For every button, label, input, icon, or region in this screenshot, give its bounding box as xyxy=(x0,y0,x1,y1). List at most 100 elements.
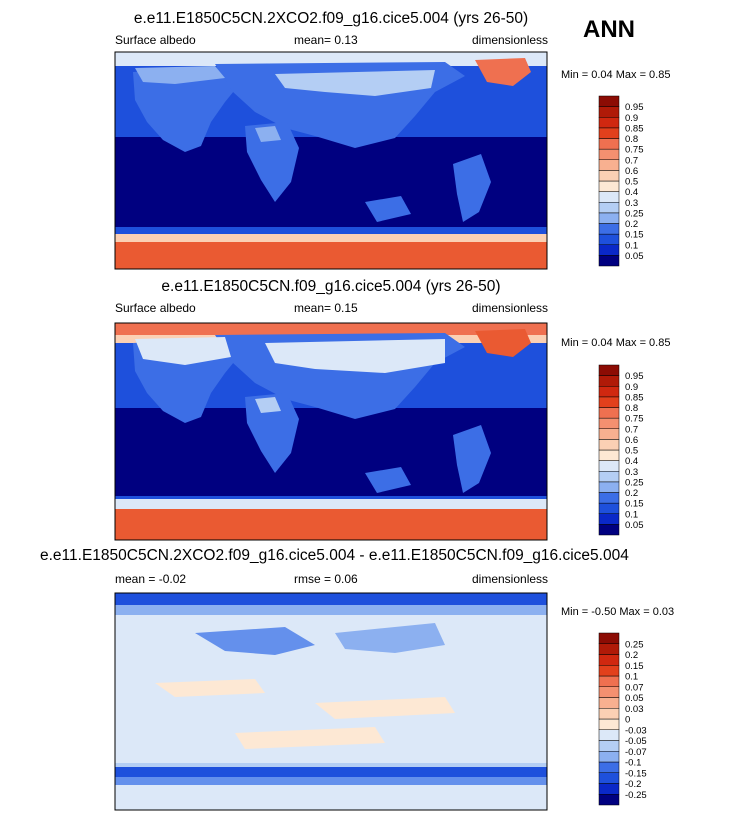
panel-3-colorbar-tick-label: -0.03 xyxy=(625,725,647,736)
panel-2-units-label: dimensionless xyxy=(472,301,549,315)
panel-1-title: e.e11.E1850C5CN.2XCO2.f09_g16.cice5.004 … xyxy=(133,10,529,27)
panel-2-colorbar-tick-label: 0.95 xyxy=(625,371,644,382)
panel-3-colorbar-tick-label: -0.2 xyxy=(625,779,641,790)
panel-2-colorbar: 0.050.10.150.20.250.30.40.50.60.70.750.8… xyxy=(598,364,644,536)
panel-1-map xyxy=(114,51,548,270)
panel-3-colorbar-box xyxy=(598,686,620,698)
panel-3-colorbar-box xyxy=(598,761,620,773)
panel-1-colorbar-tick-label: 0.25 xyxy=(625,208,644,219)
panel-1-colorbar-tick-label: 0.2 xyxy=(625,219,638,230)
panel-3-colorbar-tick-label: 0.05 xyxy=(625,693,644,704)
panel-1-colorbar-box xyxy=(598,255,620,267)
panel-1-minmax: Min = 0.04 Max = 0.85 xyxy=(561,69,671,81)
panel-1-colorbar-box xyxy=(598,138,620,150)
panel-2-colorbar-tick-label: 0.15 xyxy=(625,499,644,510)
panel-1-colorbar-box xyxy=(598,191,620,203)
panel-2-minmax: Min = 0.04 Max = 0.85 xyxy=(561,337,671,349)
panel-2-colorbar-box xyxy=(598,460,620,472)
panel-1-colorbar-tick-label: 0.3 xyxy=(625,198,638,209)
panel-2-colorbar-box xyxy=(598,428,620,440)
panel-3-colorbar-box xyxy=(598,708,620,720)
panel-1-colorbar-tick-label: 0.1 xyxy=(625,240,638,251)
panel-3-title: e.e11.E1850C5CN.2XCO2.f09_g16.cice5.004 … xyxy=(40,547,629,564)
panel-1-colorbar-tick-label: 0.05 xyxy=(625,251,644,262)
panel-1-colorbar-box xyxy=(598,127,620,139)
panel-3-colorbar-tick-label: 0.1 xyxy=(625,672,638,683)
panel-3-colorbar-box xyxy=(598,772,620,784)
panel-3-colorbar-box xyxy=(598,643,620,655)
panel-2-mean-label: mean= 0.15 xyxy=(294,301,358,315)
panel-3-colorbar-box xyxy=(598,654,620,666)
panel-1-colorbar-box xyxy=(598,170,620,182)
panel-1-colorbar-box xyxy=(598,159,620,171)
panel-3-colorbar-box xyxy=(598,794,620,806)
panel-2-colorbar-box xyxy=(598,364,620,376)
panel-2-colorbar-tick-label: 0.4 xyxy=(625,456,638,467)
panel-2-colorbar-box xyxy=(598,502,620,514)
panel-2-colorbar-tick-label: 0.75 xyxy=(625,414,644,425)
panel-3-colorbar-tick-label: 0.15 xyxy=(625,661,644,672)
panel-3-colorbar-tick-label: -0.1 xyxy=(625,758,641,769)
panel-2-colorbar-box xyxy=(598,524,620,536)
panel-3-colorbar-tick-label: -0.07 xyxy=(625,747,647,758)
panel-1-colorbar-tick-label: 0.15 xyxy=(625,230,644,241)
panel-2-title: e.e11.E1850C5CN.f09_g16.cice5.004 (yrs 2… xyxy=(161,278,501,295)
panel-2-colorbar-tick-label: 0.7 xyxy=(625,424,638,435)
panel-3-colorbar-box xyxy=(598,675,620,687)
panel-3-colorbar-box xyxy=(598,665,620,677)
panel-2-colorbar-tick-label: 0.1 xyxy=(625,509,638,520)
panel-3-mean-label: mean = -0.02 xyxy=(115,572,187,586)
panel-2-colorbar-box xyxy=(598,513,620,525)
panel-3-colorbar: -0.25-0.2-0.15-0.1-0.07-0.05-0.0300.030.… xyxy=(598,632,647,806)
panel-2-colorbar-tick-label: 0.9 xyxy=(625,382,638,393)
panel-2-colorbar-box xyxy=(598,396,620,408)
panel-2-colorbar-box xyxy=(598,439,620,451)
panel-1-colorbar-box xyxy=(598,95,620,107)
panel-1-colorbar: 0.050.10.150.20.250.30.40.50.60.70.750.8… xyxy=(598,95,644,267)
panel-1-colorbar-tick-label: 0.8 xyxy=(625,134,638,145)
panel-3-minmax: Min = -0.50 Max = 0.03 xyxy=(561,606,675,618)
panel-1-colorbar-box xyxy=(598,117,620,129)
panel-3-colorbar-box xyxy=(598,729,620,741)
panel-1-colorbar-tick-label: 0.4 xyxy=(625,187,638,198)
panel-1-colorbar-box xyxy=(598,223,620,235)
panel-2-colorbar-box xyxy=(598,492,620,504)
panel-2-colorbar-box xyxy=(598,417,620,429)
panel-3-colorbar-tick-label: -0.15 xyxy=(625,768,647,779)
panel-3-colorbar-box xyxy=(598,751,620,763)
panel-1-colorbar-box xyxy=(598,212,620,224)
panel-3-colorbar-tick-label: 0.07 xyxy=(625,682,644,693)
panel-3-colorbar-tick-label: 0.2 xyxy=(625,650,638,661)
panel-1-colorbar-box xyxy=(598,233,620,245)
panel-2-colorbar-box xyxy=(598,481,620,493)
panel-1-colorbar-tick-label: 0.95 xyxy=(625,102,644,113)
panel-1-colorbar-box xyxy=(598,148,620,160)
panel-3-units-label: dimensionless xyxy=(472,572,549,586)
panel-3-rmse-label: rmse = 0.06 xyxy=(294,572,358,586)
panel-3-colorbar-tick-label: -0.25 xyxy=(625,790,647,801)
panel-2-colorbar-box xyxy=(598,407,620,419)
panel-3-colorbar-box xyxy=(598,632,620,644)
panel-1-colorbar-tick-label: 0.75 xyxy=(625,145,644,156)
panel-2-colorbar-tick-label: 0.85 xyxy=(625,392,644,403)
panel-2-variable-label: Surface albedo xyxy=(115,301,196,315)
panel-1-variable-label: Surface albedo xyxy=(115,33,196,47)
panel-1-colorbar-box xyxy=(598,106,620,118)
panel-3-map xyxy=(114,592,548,811)
season-label: ANN xyxy=(583,16,635,43)
panel-2-colorbar-box xyxy=(598,449,620,461)
panel-1-colorbar-box xyxy=(598,202,620,214)
panel-2-colorbar-box xyxy=(598,471,620,483)
panel-3-colorbar-box xyxy=(598,783,620,795)
panel-3-colorbar-box xyxy=(598,697,620,709)
panel-3-colorbar-tick-label: 0.03 xyxy=(625,704,644,715)
panel-3-colorbar-box xyxy=(598,718,620,730)
panel-2-colorbar-tick-label: 0.5 xyxy=(625,446,638,457)
panel-2-colorbar-tick-label: 0.05 xyxy=(625,520,644,531)
panel-1-colorbar-tick-label: 0.9 xyxy=(625,113,638,124)
panel-1-mean-label: mean= 0.13 xyxy=(294,33,358,47)
panel-1-colorbar-tick-label: 0.7 xyxy=(625,155,638,166)
panel-2-colorbar-box xyxy=(598,375,620,387)
panel-3-colorbar-tick-label: -0.05 xyxy=(625,736,647,747)
panel-2-colorbar-tick-label: 0.25 xyxy=(625,477,644,488)
